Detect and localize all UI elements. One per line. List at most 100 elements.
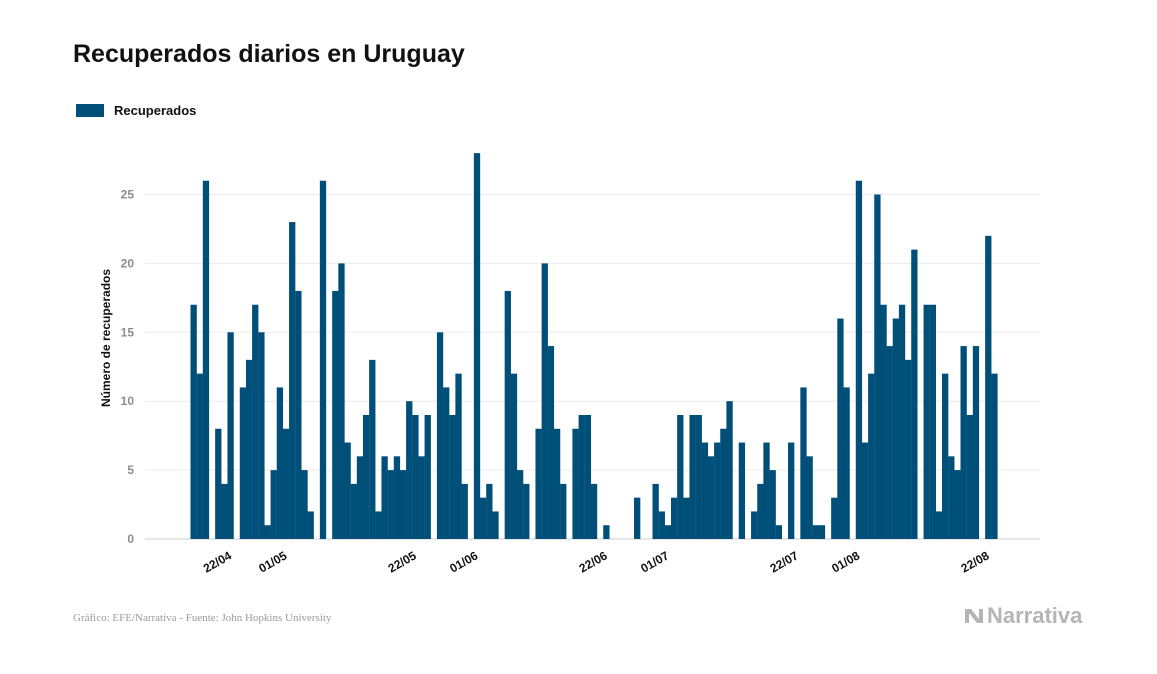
bar <box>449 414 456 539</box>
bar <box>966 414 973 539</box>
bar <box>369 359 376 539</box>
bar <box>843 387 850 539</box>
x-tick-label: 22/06 <box>577 548 610 575</box>
bar <box>190 304 197 539</box>
bar <box>252 304 259 539</box>
bar <box>868 373 875 539</box>
bar <box>239 387 247 539</box>
bar <box>855 180 863 539</box>
bar <box>535 428 542 539</box>
bar <box>455 373 462 539</box>
bar <box>714 442 721 539</box>
bar <box>362 414 370 539</box>
bar <box>412 414 419 539</box>
bar <box>812 525 819 539</box>
bar <box>695 414 702 539</box>
bar <box>775 525 782 539</box>
bar <box>245 359 253 539</box>
bar <box>800 387 807 539</box>
bar <box>461 483 468 539</box>
bar <box>375 511 382 539</box>
bar <box>769 470 776 539</box>
bar <box>202 180 210 539</box>
bar <box>276 387 284 539</box>
bar <box>381 456 388 539</box>
bar <box>892 318 900 539</box>
bar <box>788 442 795 539</box>
bar <box>905 359 912 539</box>
bar <box>935 511 943 539</box>
brand-name: Narrativa <box>987 603 1083 628</box>
bar <box>227 332 234 539</box>
bar <box>264 525 271 539</box>
bar <box>560 483 567 539</box>
y-tick-label: 10 <box>121 394 135 408</box>
bar <box>886 346 893 539</box>
y-tick-label: 25 <box>121 188 135 202</box>
bar <box>282 428 290 539</box>
bar <box>541 263 548 539</box>
bar <box>929 304 936 539</box>
bar <box>332 290 339 539</box>
bar <box>504 290 511 539</box>
bar <box>818 525 826 539</box>
bar <box>751 511 758 539</box>
bar <box>757 483 764 539</box>
bar <box>307 511 314 539</box>
legend-label: Recuperados <box>114 103 197 118</box>
bar <box>480 497 487 539</box>
bar <box>443 387 450 539</box>
x-tick-label: 22/05 <box>386 548 419 575</box>
bar <box>350 483 357 539</box>
bar <box>948 456 955 539</box>
narrativa-logo-icon <box>965 609 983 623</box>
bar <box>578 414 585 539</box>
bar <box>923 304 930 539</box>
bar <box>486 483 493 539</box>
x-tick-label: 01/07 <box>638 548 671 575</box>
bar <box>664 525 672 539</box>
bar <box>985 235 992 539</box>
bar <box>523 483 530 539</box>
x-tick-label: 01/08 <box>829 548 862 575</box>
bar <box>880 304 887 539</box>
bar <box>942 373 949 539</box>
bar <box>972 346 980 539</box>
bar <box>720 428 727 539</box>
bar <box>960 346 967 539</box>
legend: Recuperados <box>76 103 196 118</box>
y-axis-label: Número de recuperados <box>99 269 113 407</box>
x-tick-label: 22/04 <box>201 548 234 575</box>
bar <box>861 442 869 539</box>
bar <box>196 373 203 539</box>
bar-series-recuperados <box>190 153 998 539</box>
bar <box>258 332 265 539</box>
bar <box>473 153 481 539</box>
y-tick-label: 20 <box>121 256 135 270</box>
x-tick-label: 22/08 <box>959 548 992 575</box>
bar <box>319 180 327 539</box>
bar <box>701 442 709 539</box>
bar <box>572 428 579 539</box>
bar <box>670 497 678 539</box>
y-tick-label: 15 <box>121 325 135 339</box>
bar <box>707 456 715 539</box>
bar <box>603 525 610 539</box>
bar <box>399 470 407 539</box>
bar <box>677 414 684 539</box>
bar <box>418 456 425 539</box>
bar <box>874 194 881 539</box>
bar <box>683 497 690 539</box>
bar <box>806 456 813 539</box>
bar <box>270 470 277 539</box>
bar <box>436 332 444 539</box>
bar <box>516 470 524 539</box>
bar <box>221 483 228 539</box>
bar <box>424 414 431 539</box>
bar <box>954 470 961 539</box>
bar <box>991 373 998 539</box>
bar <box>763 442 770 539</box>
y-tick-label: 5 <box>127 463 134 477</box>
bar <box>338 263 345 539</box>
bar <box>590 483 598 539</box>
